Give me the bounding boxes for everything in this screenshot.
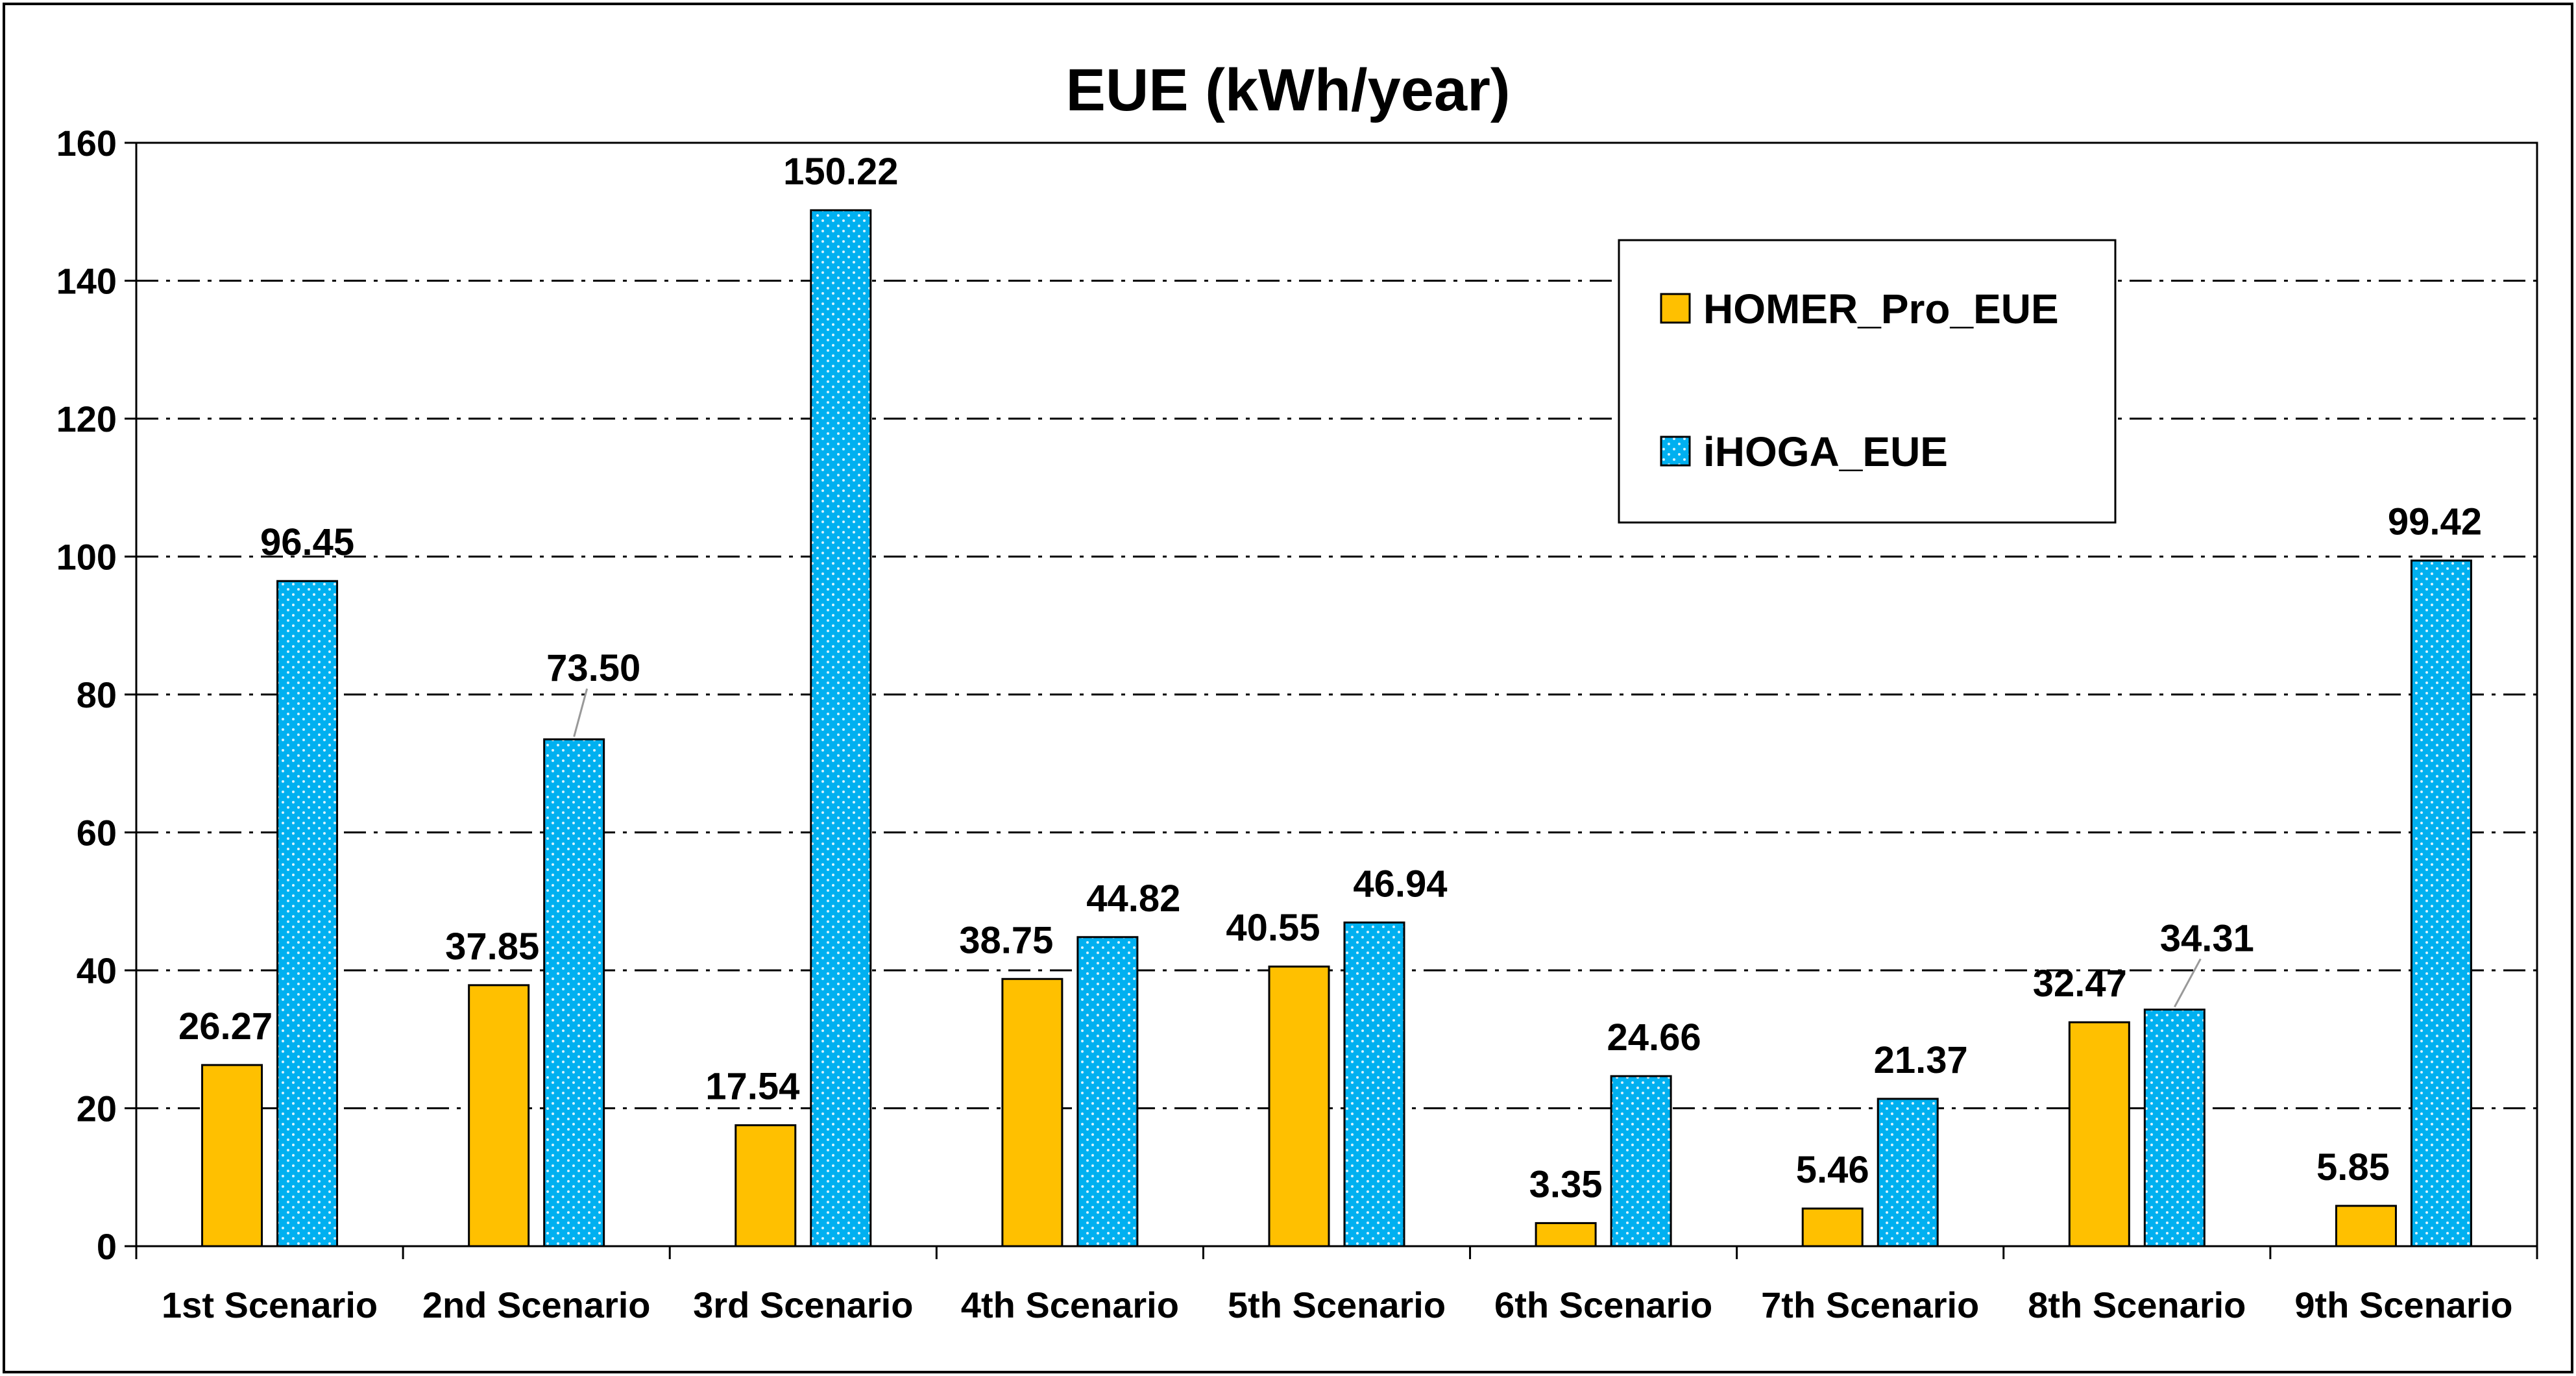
data-label-homer-pro: 32.47 (2033, 963, 2127, 1005)
bar-homer-pro (468, 984, 530, 1247)
data-label-ihoga: 99.42 (2388, 501, 2482, 543)
gridlines (136, 280, 2537, 1109)
legend: HOMER_Pro_EUE iHOGA_EUE (1618, 239, 2117, 524)
bar-ihoga (2143, 1008, 2205, 1247)
y-tick-label: 140 (56, 261, 117, 302)
leader-line (573, 688, 589, 737)
data-label-ihoga: 21.37 (1874, 1039, 1968, 1081)
bars (201, 209, 2472, 1247)
data-label-ihoga: 73.50 (546, 647, 640, 689)
y-tick-label: 80 (77, 674, 117, 715)
data-label-homer-pro: 26.27 (178, 1005, 273, 1048)
y-tick-label: 60 (77, 813, 117, 854)
y-tick-label: 120 (56, 399, 117, 439)
bar-ihoga (1076, 936, 1139, 1247)
bar-homer-pro (2068, 1021, 2130, 1247)
data-label-homer-pro: 17.54 (705, 1066, 799, 1108)
axes: 0 20 40 60 80 100 120 140 160 1st Scenario 2nd Sce… (56, 123, 2538, 1325)
bar-homer-pro (1535, 1222, 1597, 1247)
bar-ihoga (276, 580, 339, 1247)
data-label-homer-pro: 38.75 (959, 919, 1053, 961)
data-label-ihoga: 46.94 (1353, 863, 1447, 905)
y-tick-label: 160 (56, 123, 117, 164)
x-category-label: 9th Scenario (2294, 1284, 2512, 1325)
legend-swatch-ihoga (1660, 436, 1691, 467)
data-label-homer-pro: 5.46 (1796, 1149, 1869, 1191)
data-label-ihoga: 96.45 (260, 521, 354, 563)
data-label-ihoga: 150.22 (783, 151, 898, 193)
bar-ihoga (1610, 1075, 1672, 1247)
data-label-homer-pro: 37.85 (445, 926, 539, 968)
x-category-label: 4th Scenario (961, 1284, 1179, 1325)
data-label-ihoga: 44.82 (1086, 878, 1180, 920)
y-tick-label: 40 (77, 950, 117, 991)
x-category-label: 5th Scenario (1228, 1284, 1446, 1325)
x-category-label: 8th Scenario (2028, 1284, 2246, 1325)
x-category-label: 1st Scenario (162, 1284, 378, 1325)
bar-homer-pro (1801, 1207, 1864, 1247)
y-tick-label: 100 (56, 537, 117, 578)
bar-homer-pro (201, 1064, 263, 1247)
bar-ihoga (1343, 921, 1405, 1247)
legend-box (1618, 239, 2117, 524)
y-tick-label: 20 (77, 1088, 117, 1129)
x-category-label: 2nd Scenario (422, 1284, 651, 1325)
bar-ihoga (1877, 1098, 1939, 1247)
x-category-label: 7th Scenario (1761, 1284, 1979, 1325)
data-label-homer-pro: 3.35 (1529, 1163, 1603, 1205)
bar-homer-pro (1001, 977, 1063, 1247)
data-label-homer-pro: 40.55 (1226, 907, 1320, 949)
bar-homer-pro (735, 1124, 797, 1247)
data-label-homer-pro: 5.85 (2316, 1146, 2390, 1188)
leader-line (2174, 958, 2202, 1008)
bar-ihoga (543, 738, 605, 1247)
bar-homer-pro (2335, 1205, 2397, 1247)
bar-ihoga (810, 209, 872, 1247)
chart-title: EUE (kWh/year) (1065, 57, 1510, 123)
bar-homer-pro (1268, 965, 1330, 1247)
x-category-label: 3rd Scenario (693, 1284, 913, 1325)
x-category-label: 6th Scenario (1494, 1284, 1712, 1325)
bar-ihoga (2410, 559, 2472, 1247)
legend-label-homer: HOMER_Pro_EUE (1703, 286, 2059, 332)
legend-swatch-homer (1660, 293, 1691, 324)
data-labels: 26.27 37.85 17.54 38.75 40.55 3.35 5.46 32.47 5.… (178, 151, 2482, 1205)
y-tick-label: 0 (97, 1226, 117, 1267)
legend-label-ihoga: iHOGA_EUE (1703, 428, 1948, 475)
data-label-ihoga: 24.66 (1607, 1016, 1701, 1059)
data-label-ihoga: 34.31 (2160, 917, 2254, 959)
